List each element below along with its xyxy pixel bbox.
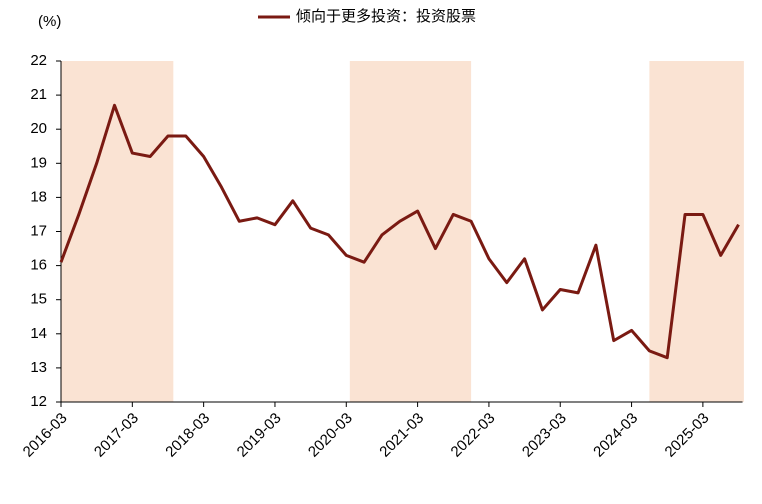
shaded-span xyxy=(61,61,174,402)
x-tick-label: 2017-03 xyxy=(91,410,142,461)
y-tick-label: 22 xyxy=(30,52,47,69)
y-tick-label: 15 xyxy=(30,291,47,308)
y-tick-label: 19 xyxy=(30,154,47,171)
x-tick-label: 2020-03 xyxy=(305,410,356,461)
x-tick-label: 2022-03 xyxy=(448,410,499,461)
legend-label: 倾向于更多投资：投资股票 xyxy=(296,8,476,25)
y-tick-label: 12 xyxy=(30,393,47,410)
y-unit-label: (%) xyxy=(38,13,61,30)
x-tick-label: 2023-03 xyxy=(519,410,570,461)
data-line xyxy=(59,103,740,360)
y-tick-label: 20 xyxy=(30,120,47,137)
shaded-span xyxy=(649,61,744,402)
x-tick-label: 2021-03 xyxy=(376,410,427,461)
y-tick-label: 14 xyxy=(30,325,47,342)
y-tick-label: 21 xyxy=(30,86,47,103)
y-tick-label: 16 xyxy=(30,257,47,274)
x-tick-label: 2024-03 xyxy=(590,410,641,461)
y-tick-label: 17 xyxy=(30,222,47,239)
x-tick-label: 2025-03 xyxy=(662,410,713,461)
shaded-span xyxy=(349,61,472,402)
x-tick-label: 2019-03 xyxy=(234,410,285,461)
x-tick-label: 2018-03 xyxy=(162,410,213,461)
x-tick-label: 2016-03 xyxy=(20,410,71,461)
y-tick-label: 13 xyxy=(30,359,47,376)
y-tick-label: 18 xyxy=(30,188,47,205)
